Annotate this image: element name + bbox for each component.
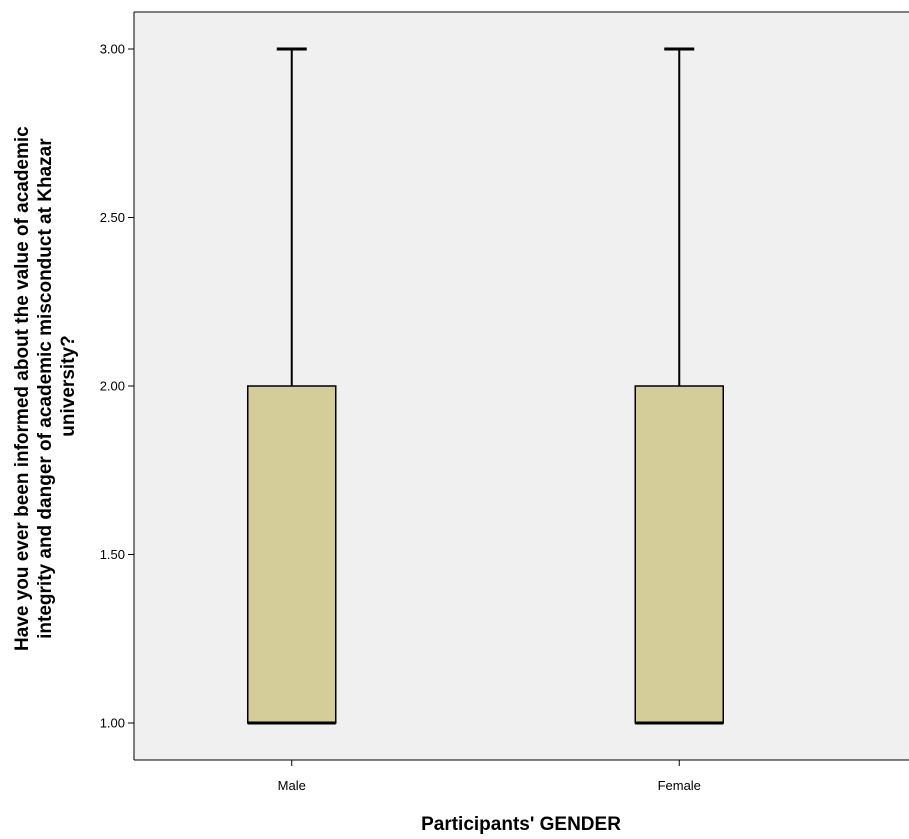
box-series	[247, 47, 724, 725]
x-axis-title: Participants' GENDER	[421, 814, 621, 835]
y-axis-ticks: 1.00 1.50 2.00 2.50 3.00	[100, 42, 134, 731]
y-axis-title-line-1: Have you ever been informed about the va…	[12, 126, 33, 651]
box-female	[634, 47, 724, 725]
y-tick-label: 2.00	[100, 379, 125, 394]
box-body	[247, 385, 337, 724]
y-tick-label: 2.50	[100, 210, 125, 225]
x-axis-ticks: Male Female	[278, 760, 701, 793]
box-male	[247, 47, 337, 725]
y-axis-title: Have you ever been informed about the va…	[12, 121, 79, 651]
y-axis-title-line-3: university?	[58, 335, 79, 436]
y-tick-label: 1.50	[100, 547, 125, 562]
y-tick-label: 1.00	[100, 716, 125, 731]
y-axis-title-line-2: integrity and danger of academic miscond…	[35, 138, 56, 639]
box-body	[634, 385, 724, 724]
x-tick-label: Female	[658, 778, 701, 793]
y-tick-label: 3.00	[100, 42, 125, 57]
x-tick-label: Male	[278, 778, 306, 793]
